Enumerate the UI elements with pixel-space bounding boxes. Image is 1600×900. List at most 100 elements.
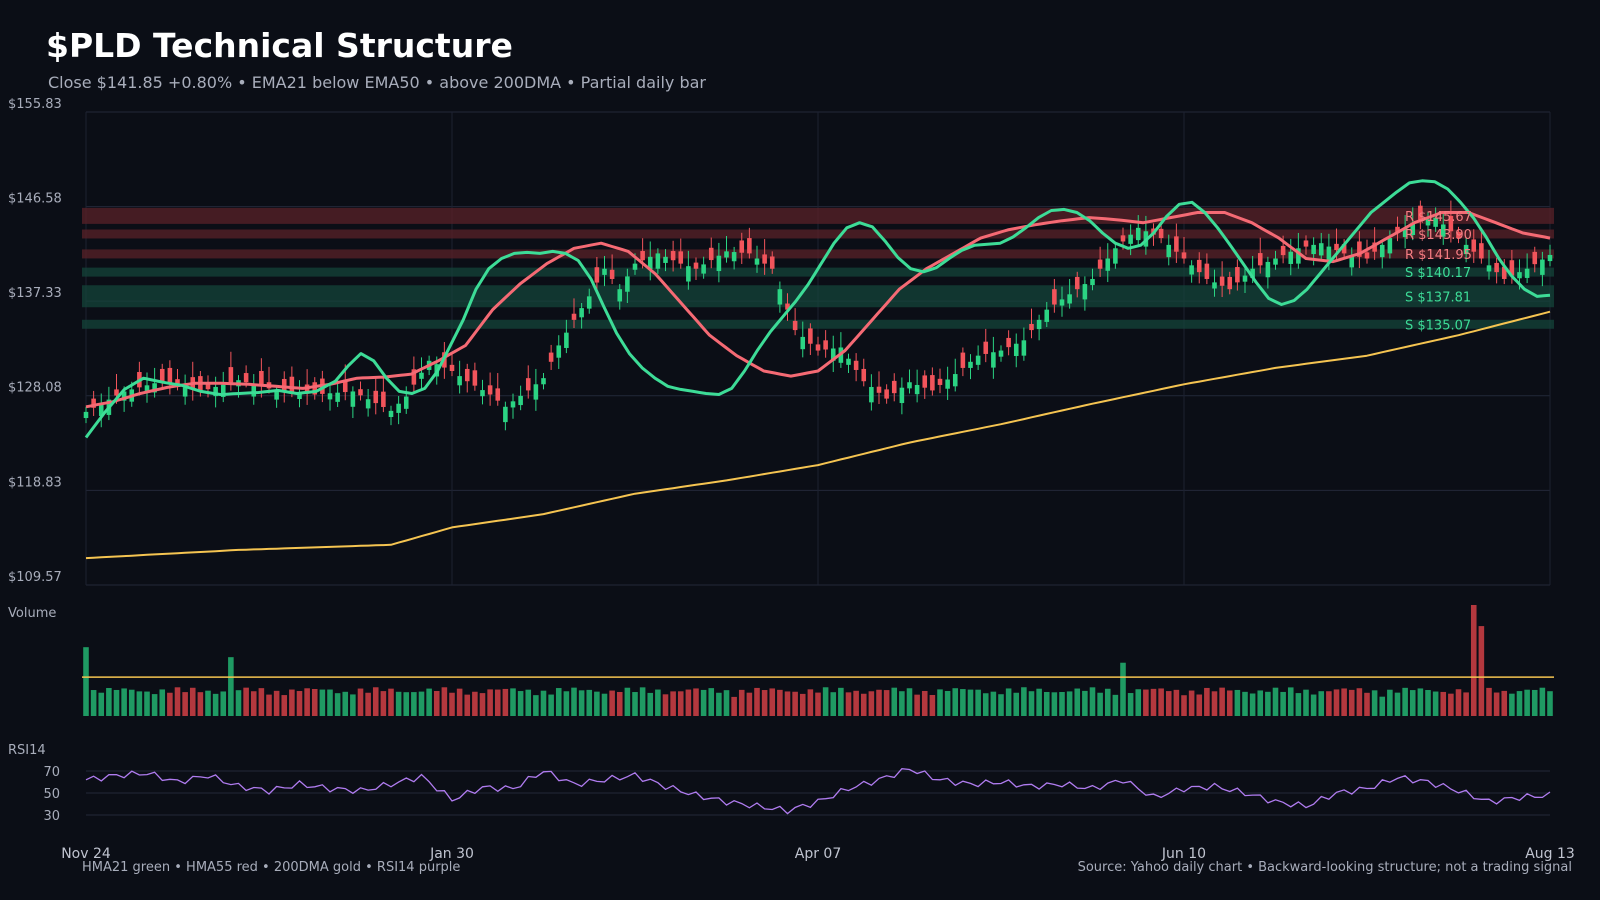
volume-bar <box>502 688 509 716</box>
volume-bar <box>1531 689 1538 716</box>
volume-bar <box>1486 687 1492 716</box>
volume-bar <box>449 692 455 716</box>
volume-bar <box>1112 694 1119 716</box>
volume-bar <box>90 690 97 716</box>
volume-bar <box>1326 691 1332 716</box>
volume-bar <box>746 692 753 716</box>
candle-up <box>297 392 302 400</box>
candle-down <box>411 369 417 385</box>
volume-bar <box>609 690 615 716</box>
candle-down <box>678 251 684 264</box>
volume-bar <box>403 692 410 716</box>
candle-down <box>693 262 699 269</box>
volume-bar <box>1524 689 1530 716</box>
volume-bar <box>304 688 310 716</box>
volume-bar <box>1219 687 1225 716</box>
volume-bar <box>792 691 798 716</box>
candle-up <box>998 350 1004 357</box>
y-tick-label: $146.58 <box>8 192 62 207</box>
candle-up <box>602 268 607 275</box>
candle-up <box>1036 319 1042 330</box>
level-bands <box>82 207 1554 329</box>
volume-bar <box>685 689 692 716</box>
candle-up <box>1311 244 1316 255</box>
volume-bar <box>494 689 501 716</box>
support-label: S $140.17 <box>1405 266 1471 281</box>
volume-bar <box>670 691 676 716</box>
volume-bar <box>289 689 295 716</box>
volume-bar <box>540 690 547 716</box>
rsi-tick-label: 30 <box>43 809 60 824</box>
rsi-tick-label: 70 <box>43 765 60 780</box>
candle-up <box>579 308 584 318</box>
candle-up <box>251 384 257 397</box>
candle-up <box>975 355 981 365</box>
y-tick-label: $128.08 <box>8 381 62 396</box>
volume-bar <box>1303 689 1309 716</box>
volume-bar <box>838 687 844 716</box>
volume-bar <box>517 691 524 716</box>
candle-down <box>1494 262 1499 273</box>
volume-bar <box>327 689 333 716</box>
candle-down <box>853 360 859 370</box>
candle-down <box>1052 289 1057 305</box>
candle-down <box>861 368 867 382</box>
candle-down <box>1174 236 1179 252</box>
volume-bar <box>266 694 272 716</box>
source-note: Source: Yahoo daily chart • Backward-loo… <box>1078 860 1572 875</box>
support-band <box>82 285 1554 308</box>
volume-bar <box>1318 691 1325 716</box>
candle-up <box>1265 261 1271 278</box>
volume-bar <box>860 693 867 716</box>
candle-down <box>1219 276 1225 286</box>
volume-bar <box>578 690 585 716</box>
candle-down <box>594 267 600 283</box>
candle-up <box>1517 272 1522 279</box>
candle-up <box>800 336 806 350</box>
volume-bar <box>426 688 432 716</box>
volume-bar <box>1501 690 1508 716</box>
volume-bar <box>563 691 570 716</box>
volume-bar <box>1402 687 1408 716</box>
candle-up <box>663 256 668 263</box>
candle-down <box>1334 243 1339 251</box>
candle-up <box>914 384 920 395</box>
volume-bar <box>1516 691 1523 716</box>
candle-up <box>396 403 401 413</box>
volume-bar <box>1379 696 1386 716</box>
volume-bar <box>372 687 379 716</box>
volume-bar <box>761 690 768 716</box>
candle-up <box>1212 282 1217 289</box>
candle-down <box>823 340 828 350</box>
volume-bar <box>395 691 402 716</box>
y-tick-label: $155.83 <box>8 97 62 112</box>
volume-bar <box>106 688 112 716</box>
candle-up <box>724 251 729 258</box>
volume-bar <box>212 693 219 716</box>
candle-up <box>686 266 691 282</box>
candle-up <box>1135 227 1141 241</box>
candle-down <box>159 368 165 382</box>
candle-up <box>632 263 638 270</box>
candle-down <box>1357 241 1362 257</box>
candle-up <box>1044 309 1050 322</box>
volume-bar <box>1249 693 1256 716</box>
candle-down <box>205 383 211 390</box>
candle-down <box>1029 323 1034 331</box>
candle-down <box>1006 337 1011 348</box>
candle-down <box>739 240 745 253</box>
candle-up <box>777 289 783 305</box>
candle-down <box>930 375 935 391</box>
candle-up <box>1349 255 1355 268</box>
candle-down <box>1235 267 1240 283</box>
rsi-tick-label: 50 <box>43 787 60 802</box>
x-tick-label: Jan 30 <box>429 846 474 862</box>
candle-down <box>708 247 714 261</box>
candle-up <box>274 390 279 400</box>
volume-bar <box>197 692 204 716</box>
volume-bar <box>891 687 898 716</box>
volume-bar <box>822 687 829 716</box>
volume-bar <box>700 689 707 716</box>
candle-down <box>762 254 767 264</box>
